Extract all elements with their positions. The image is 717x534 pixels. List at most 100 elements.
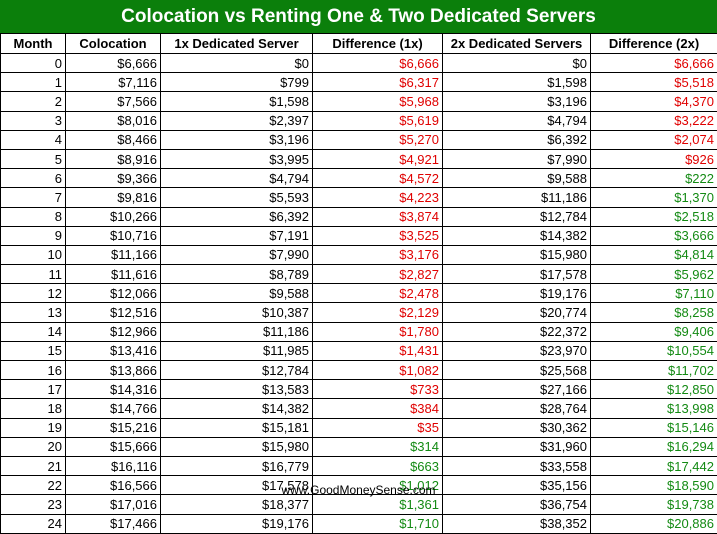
table-row: 12$12,066$9,588$2,478$19,176$7,110 <box>1 284 717 303</box>
dedicated-1x-cell: $3,995 <box>161 149 313 168</box>
dedicated-2x-cell: $6,392 <box>443 130 591 149</box>
dedicated-1x-cell: $16,779 <box>161 456 313 475</box>
table-row: 5$8,916$3,995$4,921$7,990$926 <box>1 149 717 168</box>
dedicated-2x-cell: $19,176 <box>443 284 591 303</box>
dedicated-2x-cell: $14,382 <box>443 226 591 245</box>
table-row: 0$6,666$0$6,666$0$6,666 <box>1 54 717 73</box>
table-row: 15$13,416$11,985$1,431$23,970$10,554 <box>1 341 717 360</box>
difference-1x-cell: $5,270 <box>313 130 443 149</box>
difference-1x-cell: $4,921 <box>313 149 443 168</box>
table-row: 11$11,616$8,789$2,827$17,578$5,962 <box>1 265 717 284</box>
difference-1x-header: Difference (1x) <box>313 34 443 54</box>
month-cell: 2 <box>1 92 66 111</box>
month-cell: 21 <box>1 456 66 475</box>
dedicated-1x-cell: $7,191 <box>161 226 313 245</box>
colocation-cell: $14,766 <box>66 399 161 418</box>
difference-1x-cell: $4,223 <box>313 188 443 207</box>
difference-1x-cell: $663 <box>313 456 443 475</box>
colocation-cell: $13,416 <box>66 341 161 360</box>
colocation-cell: $14,316 <box>66 380 161 399</box>
dedicated-1x-cell: $0 <box>161 54 313 73</box>
dedicated-2x-cell: $9,588 <box>443 169 591 188</box>
dedicated-1x-cell: $13,583 <box>161 380 313 399</box>
table-row: 8$10,266$6,392$3,874$12,784$2,518 <box>1 207 717 226</box>
dedicated-1x-cell: $4,794 <box>161 169 313 188</box>
difference-2x-cell: $6,666 <box>591 54 717 73</box>
difference-2x-cell: $5,962 <box>591 265 717 284</box>
dedicated-2x-cell: $0 <box>443 54 591 73</box>
dedicated-1x-cell: $15,181 <box>161 418 313 437</box>
colocation-cell: $12,516 <box>66 303 161 322</box>
dedicated-2x-cell: $4,794 <box>443 111 591 130</box>
table-row: 18$14,766$14,382$384$28,764$13,998 <box>1 399 717 418</box>
difference-1x-cell: $314 <box>313 437 443 456</box>
difference-1x-cell: $4,572 <box>313 169 443 188</box>
dedicated-1x-cell: $19,176 <box>161 514 313 533</box>
difference-1x-cell: $384 <box>313 399 443 418</box>
difference-1x-cell: $5,968 <box>313 92 443 111</box>
dedicated-1x-cell: $9,588 <box>161 284 313 303</box>
month-header: Month <box>1 34 66 54</box>
difference-2x-cell: $17,442 <box>591 456 717 475</box>
dedicated-2x-header: 2x Dedicated Servers <box>443 34 591 54</box>
colocation-cell: $8,016 <box>66 111 161 130</box>
month-cell: 8 <box>1 207 66 226</box>
difference-1x-cell: $6,666 <box>313 54 443 73</box>
table-row: 17$14,316$13,583$733$27,166$12,850 <box>1 380 717 399</box>
table-row: 3$8,016$2,397$5,619$4,794$3,222 <box>1 111 717 130</box>
table-row: 4$8,466$3,196$5,270$6,392$2,074 <box>1 130 717 149</box>
dedicated-1x-cell: $7,990 <box>161 245 313 264</box>
dedicated-2x-cell: $3,196 <box>443 92 591 111</box>
month-cell: 10 <box>1 245 66 264</box>
difference-1x-cell: $2,478 <box>313 284 443 303</box>
dedicated-2x-cell: $38,352 <box>443 514 591 533</box>
table-row: 2$7,566$1,598$5,968$3,196$4,370 <box>1 92 717 111</box>
colocation-cell: $15,666 <box>66 437 161 456</box>
difference-2x-cell: $5,518 <box>591 73 717 92</box>
difference-1x-cell: $1,710 <box>313 514 443 533</box>
dedicated-2x-cell: $1,598 <box>443 73 591 92</box>
month-cell: 13 <box>1 303 66 322</box>
dedicated-1x-cell: $10,387 <box>161 303 313 322</box>
difference-1x-cell: $2,827 <box>313 265 443 284</box>
colocation-cell: $11,166 <box>66 245 161 264</box>
difference-2x-cell: $4,370 <box>591 92 717 111</box>
month-cell: 9 <box>1 226 66 245</box>
difference-2x-cell: $12,850 <box>591 380 717 399</box>
month-cell: 18 <box>1 399 66 418</box>
colocation-cell: $6,666 <box>66 54 161 73</box>
colocation-cell: $16,116 <box>66 456 161 475</box>
table-row: 1$7,116$799$6,317$1,598$5,518 <box>1 73 717 92</box>
month-cell: 11 <box>1 265 66 284</box>
difference-2x-header: Difference (2x) <box>591 34 717 54</box>
difference-2x-cell: $1,370 <box>591 188 717 207</box>
colocation-cell: $13,866 <box>66 361 161 380</box>
month-cell: 1 <box>1 73 66 92</box>
difference-1x-cell: $3,176 <box>313 245 443 264</box>
colocation-cell: $17,466 <box>66 514 161 533</box>
dedicated-1x-cell: $12,784 <box>161 361 313 380</box>
month-cell: 6 <box>1 169 66 188</box>
colocation-cell: $12,066 <box>66 284 161 303</box>
difference-2x-cell: $4,814 <box>591 245 717 264</box>
colocation-cell: $10,716 <box>66 226 161 245</box>
difference-2x-cell: $3,666 <box>591 226 717 245</box>
table-row: 24$17,466$19,176$1,710$38,352$20,886 <box>1 514 717 533</box>
difference-2x-cell: $8,258 <box>591 303 717 322</box>
table-row: 9$10,716$7,191$3,525$14,382$3,666 <box>1 226 717 245</box>
difference-2x-cell: $15,146 <box>591 418 717 437</box>
month-cell: 16 <box>1 361 66 380</box>
dedicated-2x-cell: $25,568 <box>443 361 591 380</box>
dedicated-1x-cell: $2,397 <box>161 111 313 130</box>
month-cell: 20 <box>1 437 66 456</box>
colocation-header: Colocation <box>66 34 161 54</box>
table-row: 21$16,116$16,779$663$33,558$17,442 <box>1 456 717 475</box>
difference-1x-cell: $35 <box>313 418 443 437</box>
table-row: 7$9,816$5,593$4,223$11,186$1,370 <box>1 188 717 207</box>
dedicated-2x-cell: $22,372 <box>443 322 591 341</box>
month-cell: 17 <box>1 380 66 399</box>
dedicated-1x-cell: $8,789 <box>161 265 313 284</box>
